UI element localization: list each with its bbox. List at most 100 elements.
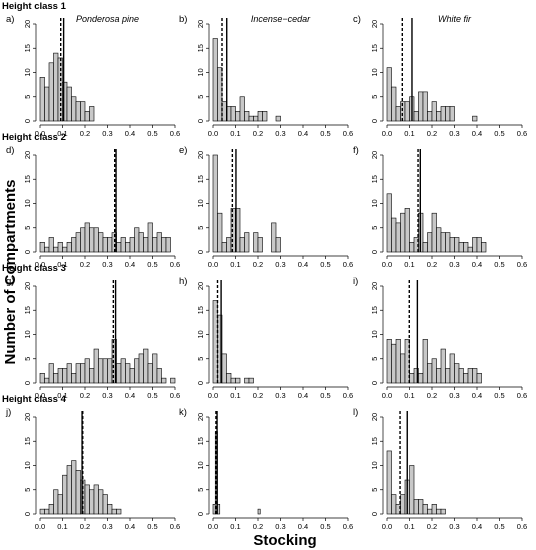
panel-d: Height class 2 d) 0 5 10 15 20 0.0 0.1 0.2 0.3 0.4 0… xyxy=(2,132,180,269)
y-tick-label: 5 xyxy=(370,226,379,230)
histogram-bar xyxy=(400,494,406,515)
y-tick-label: 20 xyxy=(370,413,379,421)
histogram-bar xyxy=(89,227,95,253)
histogram-bar xyxy=(449,353,455,384)
histogram-bar xyxy=(476,237,482,253)
y-tick-label: 15 xyxy=(23,437,32,445)
y-tick-label: 20 xyxy=(23,413,32,421)
y-tick-label: 10 xyxy=(23,199,32,207)
y-tick-label: 15 xyxy=(196,175,205,183)
histogram-bar xyxy=(156,368,162,384)
histogram-bar xyxy=(102,358,108,384)
y-tick-label: 10 xyxy=(23,68,32,76)
x-tick-label: 0.6 xyxy=(343,522,353,531)
histogram-bar xyxy=(134,358,140,384)
species-label: Incense−cedar xyxy=(251,14,311,24)
x-tick-label: 0.4 xyxy=(125,391,135,400)
y-tick-label: 5 xyxy=(196,95,205,99)
y-tick-label: 0 xyxy=(23,250,32,254)
y-tick-label: 20 xyxy=(370,282,379,290)
x-tick-label: 0.2 xyxy=(80,522,90,531)
histogram-bar xyxy=(212,38,218,122)
histogram-bar xyxy=(57,242,63,253)
x-tick-label: 0.5 xyxy=(320,391,330,400)
histogram-bar xyxy=(84,222,90,253)
histogram-bar xyxy=(257,508,261,515)
histogram-bar xyxy=(217,314,223,384)
histogram-bar xyxy=(427,111,433,122)
histogram-bar xyxy=(440,348,446,384)
x-tick-label: 0.0 xyxy=(208,260,218,269)
x-tick-label: 0.2 xyxy=(253,391,263,400)
y-tick-label: 5 xyxy=(23,488,32,492)
x-tick-label: 0.6 xyxy=(517,522,527,531)
histogram-bar xyxy=(391,86,397,122)
x-tick-label: 0.3 xyxy=(449,391,459,400)
y-tick-label: 20 xyxy=(23,151,32,159)
histogram-bar xyxy=(226,237,232,253)
histogram-bar xyxy=(253,232,259,253)
histogram-bar xyxy=(129,368,135,384)
histogram-bar xyxy=(230,377,236,384)
row-title: Height class 1 xyxy=(2,1,67,12)
x-tick-label: 0.5 xyxy=(147,391,157,400)
histogram-bar xyxy=(391,217,397,253)
histogram-bar xyxy=(161,237,167,253)
histogram-bar xyxy=(134,227,140,253)
histogram-bar xyxy=(239,237,245,253)
x-tick-label: 0.4 xyxy=(298,391,308,400)
panel-letter: d) xyxy=(6,145,14,156)
histogram-bar xyxy=(449,237,455,253)
x-tick-label: 0.3 xyxy=(275,522,285,531)
histogram-bar xyxy=(472,237,478,253)
histogram-bar xyxy=(386,193,392,253)
y-tick-label: 15 xyxy=(370,437,379,445)
histogram-bar xyxy=(66,242,72,253)
histogram-bar xyxy=(44,246,50,253)
histogram-bar xyxy=(48,237,54,253)
histogram-bar xyxy=(244,111,250,122)
x-tick-label: 0.0 xyxy=(208,129,218,138)
x-tick-label: 0.0 xyxy=(382,522,392,531)
histogram-bar xyxy=(226,372,232,384)
histogram-bar xyxy=(431,101,437,122)
histogram-bar xyxy=(404,208,410,253)
x-tick-label: 0.6 xyxy=(170,129,180,138)
histogram-bar xyxy=(476,372,482,384)
histogram-bar xyxy=(418,372,424,384)
x-tick-label: 0.3 xyxy=(102,129,112,138)
histogram-bar xyxy=(143,348,149,384)
histogram-bar xyxy=(125,363,131,384)
histogram-bar xyxy=(53,52,59,122)
histogram-bar xyxy=(89,106,95,122)
x-tick-label: 0.3 xyxy=(275,260,285,269)
histogram-bar xyxy=(80,101,86,122)
histogram-bar xyxy=(138,353,144,384)
histogram-bar xyxy=(257,237,263,253)
y-tick-label: 5 xyxy=(23,95,32,99)
histogram-bar xyxy=(89,368,95,384)
panel-letter: a) xyxy=(6,14,14,25)
histogram-bar xyxy=(44,86,50,122)
histogram-bar xyxy=(116,242,122,253)
histogram-bar xyxy=(409,372,415,384)
histogram-bar xyxy=(143,237,149,253)
histogram-bar xyxy=(239,96,245,122)
x-tick-label: 0.3 xyxy=(275,391,285,400)
panel-letter: j) xyxy=(5,407,11,418)
species-label: Ponderosa pine xyxy=(76,14,139,24)
x-tick-label: 0.4 xyxy=(472,522,482,531)
panel-f: f) 0 5 10 15 20 0.0 0.1 0.2 0.3 0.4 0.5 0.6 xyxy=(353,145,527,269)
histogram-bar xyxy=(449,106,455,122)
x-tick-label: 0.5 xyxy=(494,391,504,400)
x-tick-label: 0.3 xyxy=(449,522,459,531)
histogram-bar xyxy=(445,232,451,253)
x-tick-label: 0.1 xyxy=(230,260,240,269)
y-tick-label: 20 xyxy=(370,151,379,159)
x-tick-label: 0.1 xyxy=(404,129,414,138)
y-tick-label: 0 xyxy=(370,119,379,123)
histogram-bar xyxy=(230,106,236,122)
y-tick-label: 15 xyxy=(370,306,379,314)
y-tick-label: 15 xyxy=(23,306,32,314)
